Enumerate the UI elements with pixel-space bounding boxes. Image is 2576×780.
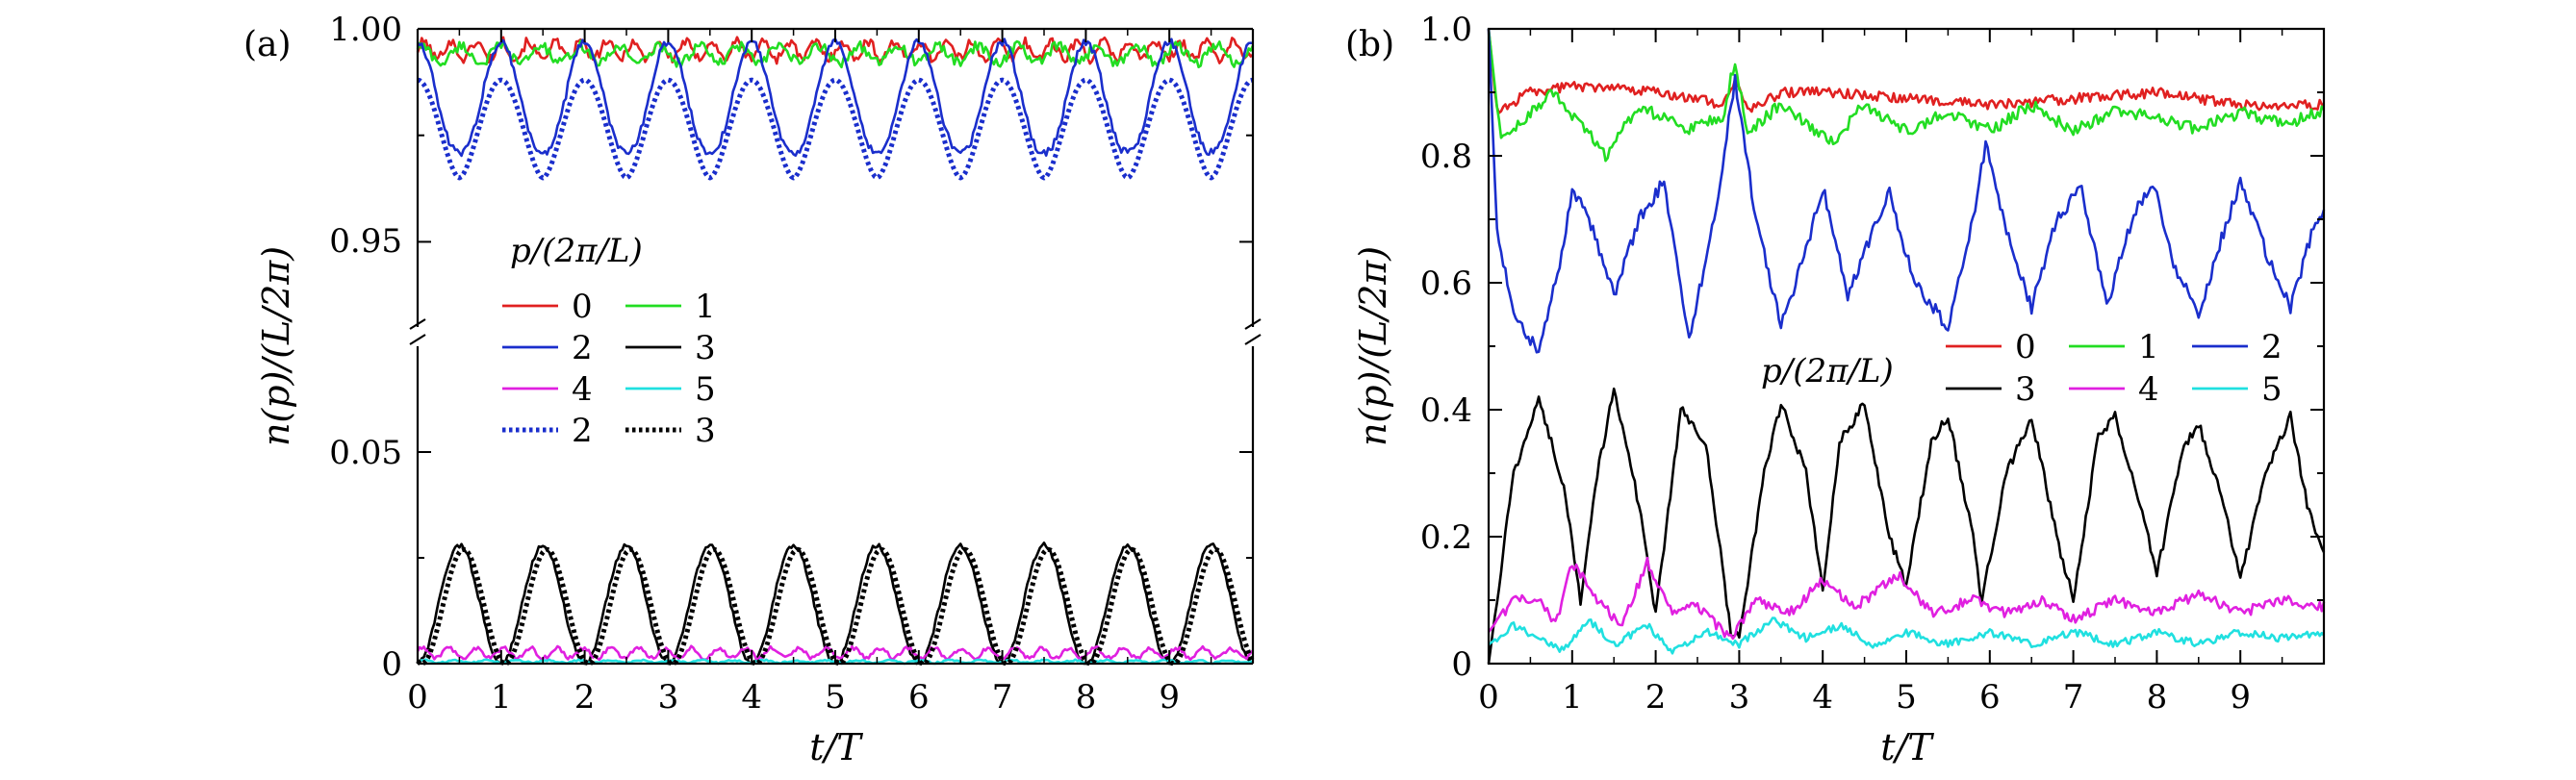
panel-b-xtick-label: 9 — [2230, 678, 2251, 717]
panel-a-xtick-label: 4 — [741, 678, 762, 717]
panel-b-xtick-label: 8 — [2147, 678, 2168, 717]
panel-b-legend-items: 0 1 2 3 4 5 — [1946, 328, 2283, 409]
panel-a-xtick-label: 1 — [491, 678, 512, 717]
panel-b-legend-label: 3 — [2015, 370, 2036, 409]
panel-a-ylabel: n(p)/(L/2π) — [255, 246, 297, 446]
panel-b-series — [1487, 28, 2326, 665]
panel-b-ylabel: n(p)/(L/2π) — [1352, 246, 1394, 446]
panel-b-ytick-0.4: 0.4 — [1420, 391, 1472, 430]
panel-b-legend-label: 0 — [2015, 328, 2036, 366]
panel-b-xtick-label: 0 — [1478, 678, 1499, 717]
panel-b-legend-label: 2 — [2261, 328, 2283, 366]
panel-b: (b) 0 1 2 3 4 5 6 7 8 9 0 0.2 0.4 0.6 0.8 1.0 t/T… — [1345, 11, 2326, 768]
panel-b-legend: p/(2π/L) 0 1 2 3 4 5 — [1761, 328, 2283, 409]
panel-a-legend-label: 0 — [572, 288, 593, 326]
panel-a-axis-break — [409, 318, 1262, 345]
panel-a: (a) 0 1 2 3 4 5 6 7 8 9 1.00 0.95 0.05 0 t/T n(p)… — [243, 11, 1262, 768]
panel-a-series-line — [417, 77, 1254, 181]
panel-a-legend-label: 2 — [572, 412, 593, 450]
panel-b-series-line — [1487, 28, 2326, 163]
panel-a-series-line — [416, 546, 1256, 667]
panel-b-xlabel: t/T — [1880, 726, 1934, 768]
panel-b-xtick-label: 6 — [1979, 678, 2001, 717]
panel-a-legend-label: 3 — [695, 329, 716, 367]
panel-a-ytick-0.05: 0.05 — [329, 434, 402, 472]
panel-b-series-line — [1488, 616, 2325, 655]
panel-a-ticks: 0 1 2 3 4 5 6 7 8 9 — [407, 28, 1253, 717]
panel-b-ytick-1.0: 1.0 — [1420, 11, 1472, 49]
panel-a-series-line — [416, 39, 1255, 69]
panel-b-xtick-label: 7 — [2063, 678, 2084, 717]
panel-b-legend-label: 1 — [2138, 328, 2159, 366]
panel-b-series-line — [1487, 556, 2326, 641]
panel-a-xtick-label: 9 — [1159, 678, 1180, 717]
panel-a-legend-title: p/(2π/L) — [510, 232, 643, 270]
panel-a-legend-items: 0 1 2 3 4 5 2 3 — [502, 288, 716, 450]
panel-a-ytick-0: 0 — [381, 645, 402, 684]
panel-a-xtick-label: 6 — [908, 678, 930, 717]
panel-b-series-line — [1487, 387, 2326, 665]
panel-b-legend-label: 4 — [2138, 370, 2159, 409]
panel-a-series-line — [416, 36, 1254, 65]
panel-b-ytick-0.6: 0.6 — [1420, 264, 1472, 303]
panel-b-xtick-label: 2 — [1645, 678, 1667, 717]
panel-a-xtick-label: 5 — [825, 678, 846, 717]
panel-b-xtick-label: 1 — [1562, 678, 1583, 717]
panel-b-legend-label: 5 — [2261, 370, 2283, 409]
panel-a-xtick-label: 8 — [1076, 678, 1097, 717]
panel-a-xtick-label: 3 — [658, 678, 679, 717]
panel-b-xtick-label: 5 — [1896, 678, 1917, 717]
panel-b-series-line — [1487, 28, 2326, 354]
panel-a-xtick-label: 0 — [407, 678, 428, 717]
panel-a-label: (a) — [243, 25, 292, 64]
panel-a-ytick-0.95: 0.95 — [329, 222, 402, 261]
panel-a-legend-label: 2 — [572, 329, 593, 367]
panel-a-series-line — [417, 541, 1254, 666]
panel-a-xtick-label: 2 — [574, 678, 596, 717]
panel-b-xtick-label: 3 — [1729, 678, 1750, 717]
panel-b-series-line — [1487, 28, 2325, 114]
panel-b-xtick-label: 4 — [1812, 678, 1833, 717]
panel-a-legend-label: 1 — [695, 288, 716, 326]
panel-b-ticks: 0 1 2 3 4 5 6 7 8 9 — [1478, 28, 2324, 717]
panel-a-xlabel: t/T — [809, 726, 863, 768]
panel-a-legend-label: 3 — [695, 412, 716, 450]
panel-a-xtick-label: 7 — [992, 678, 1013, 717]
panel-a-legend-label: 5 — [695, 370, 716, 409]
panel-b-label: (b) — [1345, 25, 1394, 64]
panel-b-ytick-0.8: 0.8 — [1420, 138, 1472, 176]
panel-b-ytick-0: 0 — [1451, 645, 1472, 684]
panel-a-ytick-1.00: 1.00 — [329, 11, 402, 49]
panel-b-legend-title: p/(2π/L) — [1761, 352, 1894, 390]
panel-a-series — [416, 36, 1256, 667]
panel-a-legend-label: 4 — [572, 370, 593, 409]
panel-b-ytick-0.2: 0.2 — [1420, 518, 1472, 557]
panel-a-legend: p/(2π/L) 0 1 2 3 4 5 2 3 — [502, 232, 716, 450]
